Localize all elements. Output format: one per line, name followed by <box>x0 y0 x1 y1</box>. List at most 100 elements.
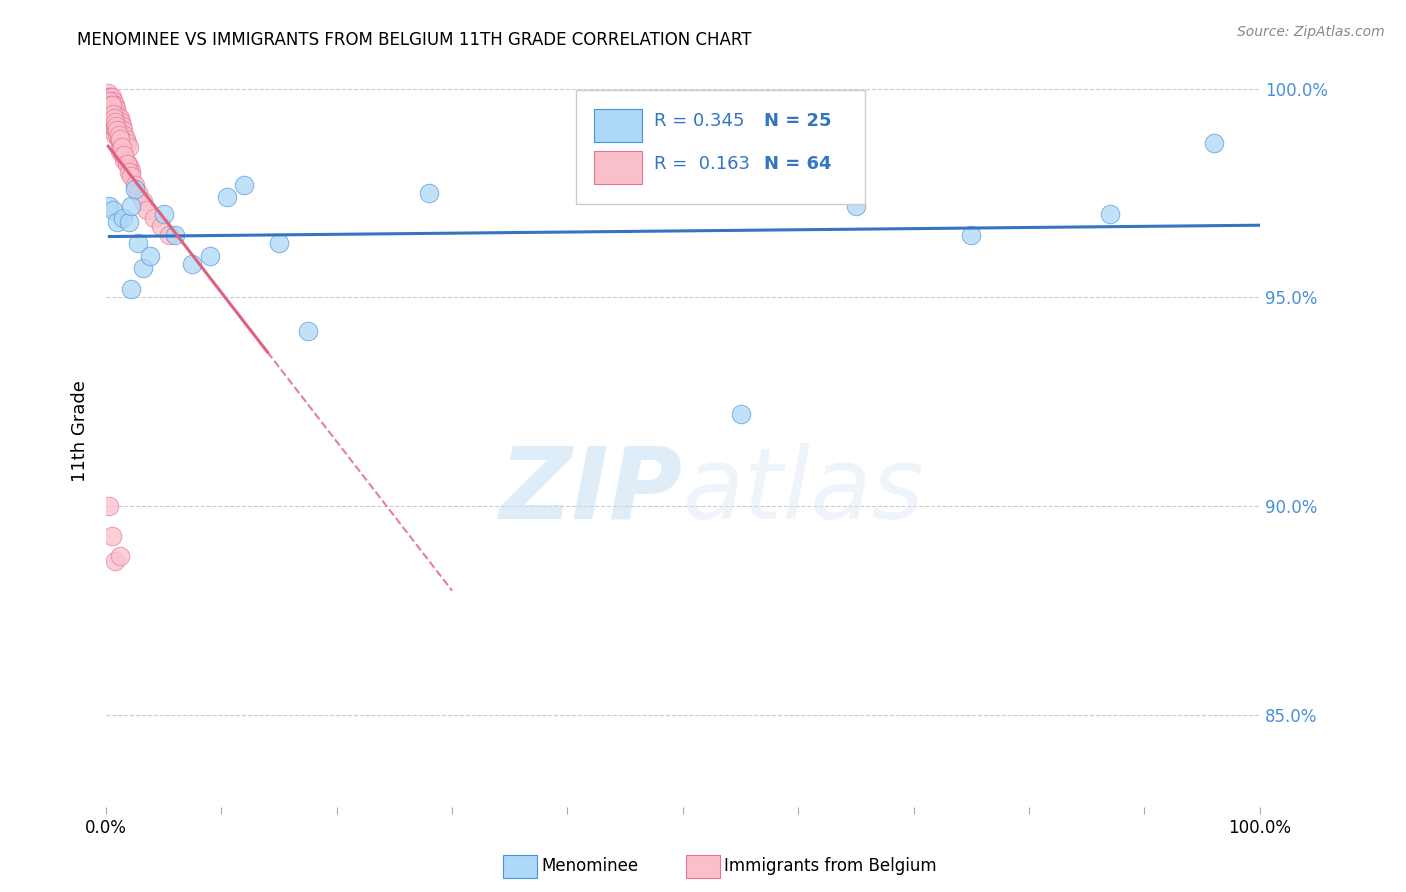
Point <box>198 249 221 263</box>
Text: Source: ZipAtlas.com: Source: ZipAtlas.com <box>1237 25 1385 39</box>
Text: atlas: atlas <box>683 442 925 540</box>
Point <box>108 145 131 159</box>
Point <box>100 103 122 117</box>
Text: R =  0.163: R = 0.163 <box>654 155 749 173</box>
Point <box>157 227 180 242</box>
Point <box>100 98 122 112</box>
Point <box>105 119 128 133</box>
Point <box>101 94 124 108</box>
Point <box>960 227 983 242</box>
Point <box>111 119 134 133</box>
Point <box>118 165 141 179</box>
FancyBboxPatch shape <box>593 152 643 185</box>
Text: Menominee: Menominee <box>541 857 638 875</box>
Point <box>132 261 155 276</box>
Point <box>98 90 121 104</box>
Point <box>103 98 125 112</box>
Point <box>150 219 173 234</box>
Text: N = 64: N = 64 <box>763 155 831 173</box>
Point <box>730 408 752 422</box>
Point <box>114 131 136 145</box>
Point <box>127 186 149 200</box>
Point <box>97 94 120 108</box>
Point <box>107 131 129 145</box>
Point <box>100 106 122 120</box>
Point <box>118 140 141 154</box>
Text: MENOMINEE VS IMMIGRANTS FROM BELGIUM 11TH GRADE CORRELATION CHART: MENOMINEE VS IMMIGRANTS FROM BELGIUM 11T… <box>77 31 752 49</box>
Point <box>98 198 121 212</box>
Point <box>108 111 131 125</box>
Point <box>112 123 135 137</box>
Point <box>98 94 121 108</box>
Point <box>112 148 135 162</box>
Point <box>115 157 138 171</box>
Point <box>132 194 155 209</box>
Text: Immigrants from Belgium: Immigrants from Belgium <box>724 857 936 875</box>
Point <box>101 106 124 120</box>
Point <box>100 90 122 104</box>
Point <box>112 153 135 167</box>
Point <box>101 202 124 217</box>
Point <box>112 211 135 225</box>
Point <box>98 500 121 514</box>
Point <box>120 165 142 179</box>
Point <box>105 103 128 117</box>
Point <box>152 207 174 221</box>
Point <box>107 106 129 120</box>
Point <box>120 161 142 175</box>
Point <box>104 553 127 567</box>
Point <box>297 324 319 338</box>
FancyBboxPatch shape <box>575 90 865 204</box>
Point <box>97 86 120 100</box>
Text: N = 25: N = 25 <box>763 112 831 130</box>
Point <box>107 128 129 142</box>
Point <box>104 98 127 112</box>
Point <box>104 128 127 142</box>
Point <box>100 98 122 112</box>
Point <box>124 178 146 192</box>
Point <box>117 157 139 171</box>
Point <box>418 186 440 200</box>
Point <box>100 90 122 104</box>
Point <box>101 119 124 133</box>
Y-axis label: 11th Grade: 11th Grade <box>72 380 89 482</box>
Point <box>124 182 146 196</box>
Point <box>103 111 125 125</box>
Point <box>101 111 124 125</box>
Point <box>1202 136 1225 150</box>
Point <box>108 136 131 150</box>
Point <box>120 169 142 184</box>
Text: R = 0.345: R = 0.345 <box>654 112 745 130</box>
Point <box>143 211 166 225</box>
Point <box>107 111 129 125</box>
Point <box>165 227 187 242</box>
Point <box>181 257 204 271</box>
Point <box>1098 207 1121 221</box>
Point <box>127 236 149 251</box>
FancyBboxPatch shape <box>593 109 643 142</box>
Point <box>98 98 121 112</box>
Point <box>110 140 132 154</box>
Point <box>136 202 159 217</box>
Point <box>103 115 125 129</box>
Text: ZIP: ZIP <box>501 442 683 540</box>
Point <box>217 190 239 204</box>
Point <box>108 131 131 145</box>
Point <box>107 123 129 137</box>
Point <box>120 282 142 296</box>
Point <box>118 215 141 229</box>
Point <box>104 119 127 133</box>
Point <box>845 198 868 212</box>
Point <box>107 128 129 142</box>
Point <box>107 215 129 229</box>
Point <box>110 115 132 129</box>
Point <box>108 549 131 564</box>
Point <box>111 140 134 154</box>
Point <box>267 236 290 251</box>
Point <box>233 178 256 192</box>
Point <box>139 249 162 263</box>
Point <box>100 528 122 542</box>
Point <box>112 148 135 162</box>
Point <box>112 128 135 142</box>
Point <box>104 115 127 129</box>
